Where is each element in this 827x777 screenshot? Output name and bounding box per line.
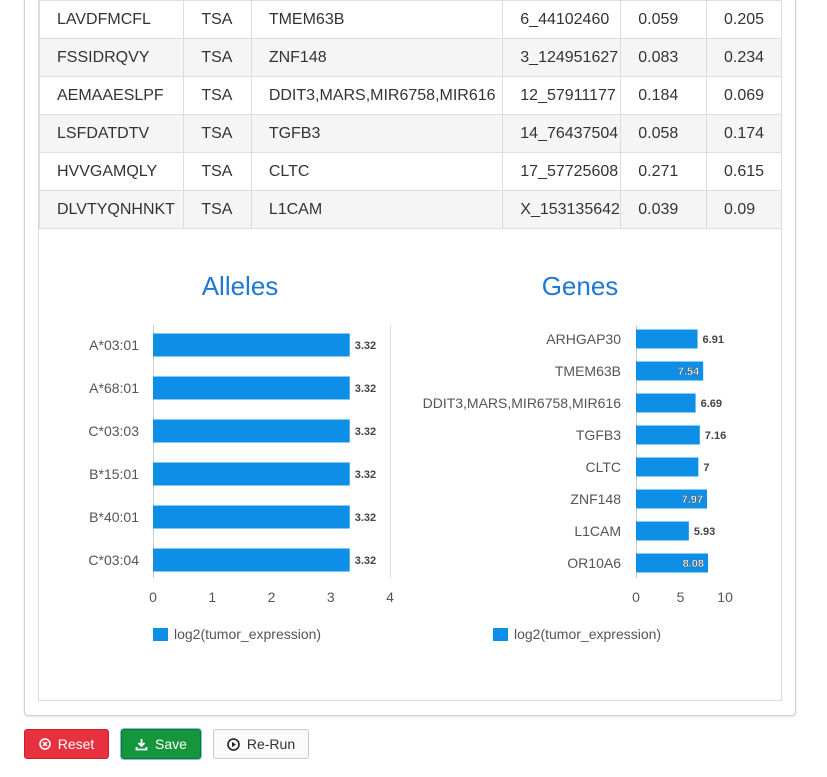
value-cell: 0.059 [620,0,707,39]
type-cell: TSA [183,152,252,191]
value-cell: 0.205 [705,0,781,39]
table-row: AEMAAESLPF TSA DDIT3,MARS,MIR6758,MIR616… [39,76,781,115]
type-cell: TSA [183,0,252,39]
value-cell: 0.083 [620,38,707,77]
gene-cell: L1CAM [250,190,504,229]
results-table: LAVDFMCFL TSA TMEM63B 6_44102460 0.059 0… [39,0,781,229]
gene-cell: ZNF148 [250,38,504,77]
table-row: LAVDFMCFL TSA TMEM63B 6_44102460 0.059 0… [39,0,781,39]
gene-cell: TGFB3 [250,114,504,153]
locus-cell: 17_57725608 [502,152,622,191]
value-cell: 0.184 [620,76,707,115]
table-row: DLVTYQNHNKT TSA L1CAM X_153135642 0.039 … [39,190,781,229]
value-cell: 0.058 [620,114,707,153]
reset-icon [38,738,51,750]
rerun-label: Re-Run [246,736,296,752]
gene-cell: DDIT3,MARS,MIR6758,MIR616 [250,76,504,115]
reset-label: Reset [57,736,95,752]
gene-cell: CLTC [250,152,504,191]
reset-button[interactable]: Reset [24,729,109,759]
peptide-cell: LAVDFMCFL [39,0,185,39]
locus-cell: 12_57911177 [502,76,622,115]
type-cell: TSA [183,38,252,77]
play-circle-icon [227,737,240,751]
value-cell: 0.069 [705,76,781,115]
peptide-cell: LSFDATDTV [39,114,185,153]
save-label: Save [155,736,187,752]
locus-cell: 3_124951627 [502,38,622,77]
table-row: LSFDATDTV TSA TGFB3 14_76437504 0.058 0.… [39,114,781,153]
gene-cell: TMEM63B [250,0,504,39]
download-icon [135,738,148,751]
locus-cell: 6_44102460 [502,0,622,39]
locus-cell: 14_76437504 [502,114,622,153]
type-cell: TSA [183,76,252,115]
peptide-cell: HVVGAMQLY [39,152,185,191]
rerun-button[interactable]: Re-Run [213,729,309,759]
value-cell: 0.234 [705,38,781,77]
type-cell: TSA [183,190,252,229]
table-row: FSSIDRQVY TSA ZNF148 3_124951627 0.083 0… [39,38,781,77]
save-button[interactable]: Save [121,729,201,759]
locus-cell: X_153135642 [502,190,622,229]
peptide-cell: AEMAAESLPF [39,76,185,115]
value-cell: 0.174 [705,114,781,153]
value-cell: 0.039 [620,190,707,229]
value-cell: 0.271 [620,152,707,191]
type-cell: TSA [183,114,252,153]
value-cell: 0.09 [705,190,781,229]
table-row: HVVGAMQLY TSA CLTC 17_57725608 0.271 0.6… [39,152,781,191]
value-cell: 0.615 [705,152,781,191]
results-container: LAVDFMCFL TSA TMEM63B 6_44102460 0.059 0… [38,0,782,701]
peptide-cell: DLVTYQNHNKT [39,190,185,229]
peptide-cell: FSSIDRQVY [39,38,185,77]
